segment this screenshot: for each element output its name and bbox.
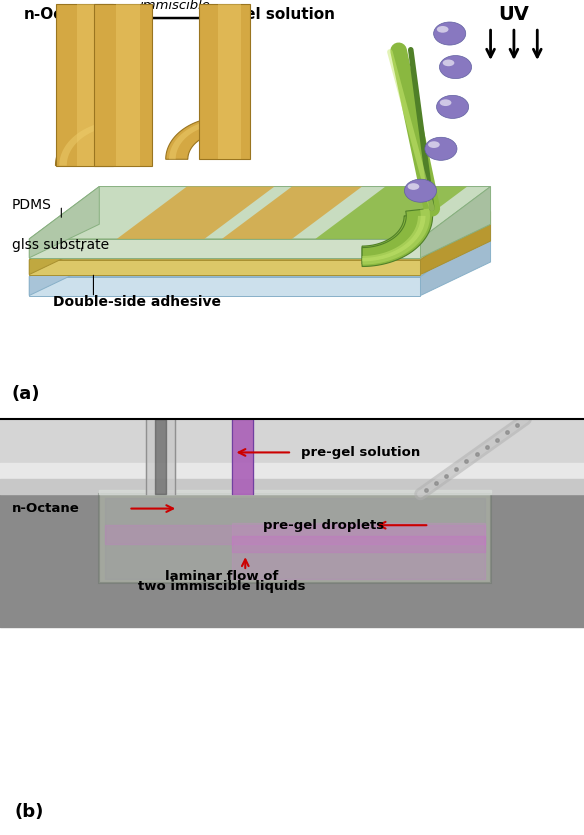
Text: n-Octane: n-Octane <box>23 8 102 23</box>
Polygon shape <box>169 119 225 159</box>
Ellipse shape <box>428 141 440 148</box>
Polygon shape <box>29 186 99 258</box>
Polygon shape <box>315 186 467 239</box>
Polygon shape <box>29 260 420 275</box>
Ellipse shape <box>408 183 419 190</box>
Ellipse shape <box>440 56 472 78</box>
Polygon shape <box>77 4 102 165</box>
Polygon shape <box>29 239 420 258</box>
Polygon shape <box>55 118 123 165</box>
Polygon shape <box>420 212 491 275</box>
Text: two immiscible liquids: two immiscible liquids <box>138 579 305 593</box>
Polygon shape <box>222 186 362 239</box>
Text: UV: UV <box>499 5 529 24</box>
Polygon shape <box>29 212 491 260</box>
Polygon shape <box>199 4 251 159</box>
Ellipse shape <box>443 59 454 66</box>
Polygon shape <box>94 4 151 165</box>
Polygon shape <box>218 4 241 159</box>
Text: (a): (a) <box>12 385 40 403</box>
Polygon shape <box>362 216 426 261</box>
Text: Pre-gel solution: Pre-gel solution <box>199 8 335 23</box>
Text: pre-gel solution: pre-gel solution <box>301 446 420 459</box>
Polygon shape <box>29 225 99 296</box>
Ellipse shape <box>404 180 436 202</box>
Polygon shape <box>29 225 491 276</box>
Polygon shape <box>420 186 491 258</box>
Ellipse shape <box>440 99 451 106</box>
Polygon shape <box>56 4 113 165</box>
Polygon shape <box>362 216 429 264</box>
Polygon shape <box>29 186 491 239</box>
Polygon shape <box>362 209 430 265</box>
Text: pre-gel droplets: pre-gel droplets <box>263 519 384 532</box>
Polygon shape <box>116 4 140 165</box>
Text: glss substrate: glss substrate <box>12 238 109 252</box>
Text: (b): (b) <box>15 803 44 821</box>
Polygon shape <box>59 120 123 165</box>
Polygon shape <box>117 186 274 239</box>
Polygon shape <box>166 117 225 159</box>
Text: laminar flow of: laminar flow of <box>165 569 279 583</box>
Text: PDMS: PDMS <box>12 199 51 212</box>
Text: n-Octane: n-Octane <box>12 502 79 515</box>
Polygon shape <box>362 208 433 266</box>
Ellipse shape <box>437 26 449 33</box>
Polygon shape <box>420 225 491 296</box>
Text: immiscible: immiscible <box>140 0 211 12</box>
Polygon shape <box>29 276 420 296</box>
Text: Double-side adhesive: Double-side adhesive <box>53 295 221 309</box>
Ellipse shape <box>425 137 457 160</box>
FancyBboxPatch shape <box>99 494 491 584</box>
Polygon shape <box>29 212 99 275</box>
Ellipse shape <box>433 22 466 45</box>
Ellipse shape <box>436 95 469 119</box>
